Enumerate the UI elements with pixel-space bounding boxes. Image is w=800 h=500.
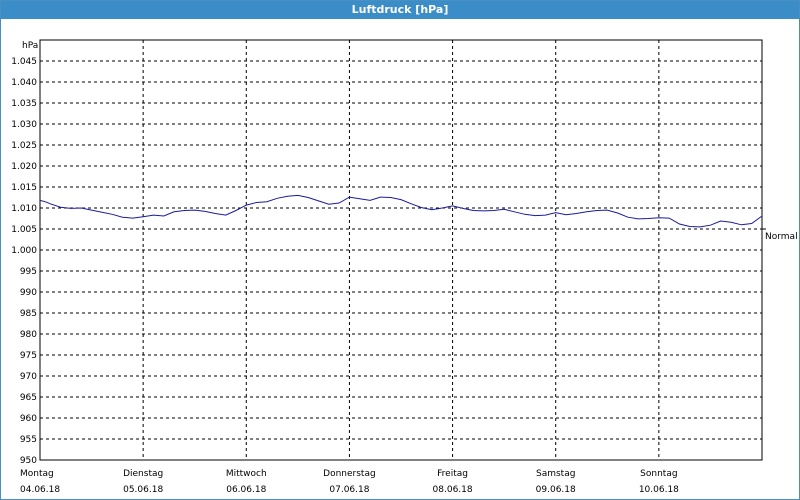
y-tick-label: 955 bbox=[20, 435, 37, 445]
y-tick-label: 985 bbox=[20, 309, 37, 319]
x-tick-date-label: 06.06.18 bbox=[226, 485, 266, 495]
y-tick-label: 975 bbox=[20, 351, 37, 361]
y-tick-label: 950 bbox=[20, 456, 37, 466]
grid-lines bbox=[40, 40, 762, 460]
x-tick-day-label: Donnerstag bbox=[323, 469, 376, 479]
y-tick-label: 1.040 bbox=[11, 78, 37, 88]
x-axis-ticks: Montag 04.06.18 Dienstag 05.06.18 Mittwoch 06… bbox=[20, 469, 679, 495]
y-tick-label: 990 bbox=[20, 288, 37, 298]
x-tick-day-label: Dienstag bbox=[123, 469, 163, 479]
x-tick-date-label: 10.06.18 bbox=[639, 485, 679, 495]
y-tick-label: 1.000 bbox=[11, 246, 37, 256]
y-tick-label: 1.035 bbox=[11, 99, 37, 109]
pressure-series-line bbox=[39, 194, 763, 228]
y-tick-label: 1.045 bbox=[11, 57, 37, 67]
y-axis-ticks: 1.045 1.040 1.035 1.030 1.025 1.020 1.015 1.010… bbox=[11, 57, 37, 466]
x-tick-day-label: Freitag bbox=[437, 469, 468, 479]
normal-reference-label: Normal bbox=[765, 232, 798, 242]
y-tick-label: 1.030 bbox=[11, 120, 37, 130]
x-tick-day-label: Mittwoch bbox=[226, 469, 267, 479]
x-tick-day-label: Montag bbox=[20, 469, 54, 479]
x-tick-date-label: 07.06.18 bbox=[329, 485, 369, 495]
y-axis-unit-label: hPa bbox=[22, 41, 38, 51]
y-tick-label: 1.025 bbox=[11, 141, 37, 151]
y-tick-label: 1.005 bbox=[11, 225, 37, 235]
x-tick-date-label: 08.06.18 bbox=[433, 485, 473, 495]
x-tick-date-label: 05.06.18 bbox=[123, 485, 163, 495]
y-tick-label: 995 bbox=[20, 267, 37, 277]
y-tick-label: 980 bbox=[20, 330, 37, 340]
x-tick-date-label: 04.06.18 bbox=[20, 485, 60, 495]
y-tick-label: 1.010 bbox=[11, 204, 37, 214]
y-tick-label: 965 bbox=[20, 393, 37, 403]
y-tick-label: 970 bbox=[20, 372, 37, 382]
y-tick-label: 1.020 bbox=[11, 162, 37, 172]
x-tick-day-label: Samstag bbox=[536, 469, 575, 479]
plot-frame bbox=[39, 39, 763, 461]
x-tick-date-label: 09.06.18 bbox=[536, 485, 576, 495]
y-tick-label: 1.015 bbox=[11, 183, 37, 193]
series-group bbox=[39, 194, 763, 228]
x-tick-day-label: Sonntag bbox=[640, 469, 677, 479]
y-tick-label: 960 bbox=[20, 414, 37, 424]
window-title: Luftdruck [hPa] bbox=[1, 1, 799, 19]
